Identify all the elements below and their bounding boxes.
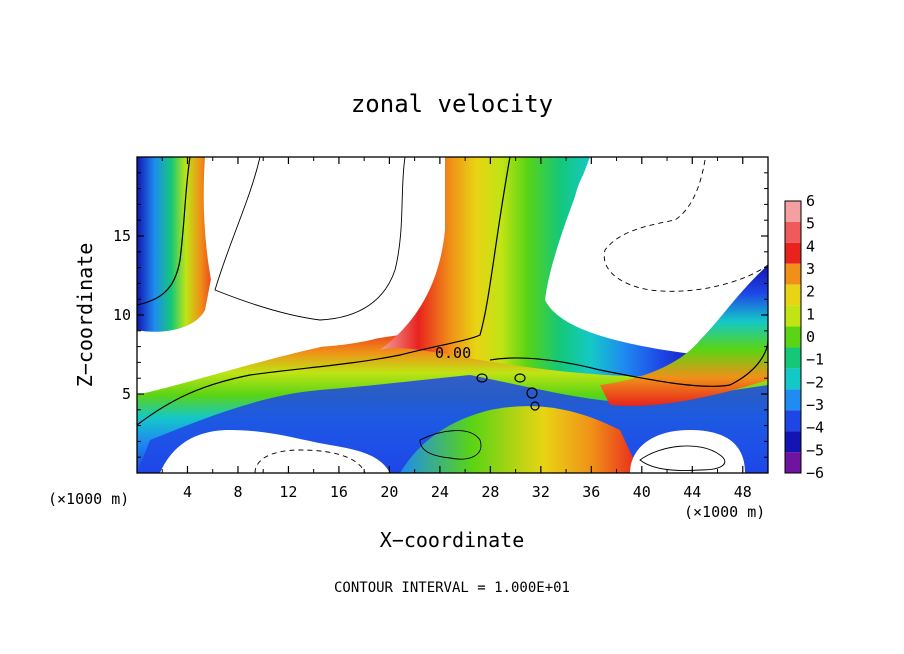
central-plume-region: [380, 157, 700, 377]
bottom-mixed-region: [400, 406, 640, 473]
colorbar-swatch: [785, 410, 801, 432]
colorbar-swatch: [785, 305, 801, 327]
colorbar-swatch: [785, 284, 801, 306]
contour-small-loop-1: [514, 373, 526, 383]
colorbar-label: 1: [806, 305, 815, 323]
y-axis-label: Z−coordinate: [73, 243, 97, 388]
colorbar-label: 2: [806, 283, 815, 301]
colorbar-label: −2: [806, 373, 824, 391]
colorbar-swatch: [785, 389, 801, 411]
x-tick-label: 40: [633, 483, 651, 501]
filled-field: [137, 157, 768, 473]
colorbar-label: −3: [806, 396, 824, 414]
contour-lower-mid: [419, 430, 482, 460]
contour-lower-dashed: [254, 449, 366, 473]
colorbar-label: 0: [806, 328, 815, 346]
right-band-region: [600, 265, 768, 406]
zero-contour-left: [137, 157, 511, 426]
right-white-region: [572, 157, 768, 311]
x-tick-label: 12: [279, 483, 297, 501]
x-tick-label: 20: [380, 483, 398, 501]
colorbar-label: −1: [806, 351, 824, 369]
x-tick-label: 32: [532, 483, 550, 501]
lower-right-white-region: [630, 430, 745, 473]
contour-lower-right: [639, 445, 726, 471]
colorbar-label: −4: [806, 419, 824, 437]
zero-contour-upper-left: [137, 157, 191, 306]
x-tick-label: 4: [183, 483, 192, 501]
y-tick-label: 15: [113, 227, 131, 245]
left-white-blob: [137, 333, 179, 370]
contour-small-loop-4: [476, 373, 488, 383]
x-tick-label: 28: [481, 483, 499, 501]
x-tick-label: 48: [734, 483, 752, 501]
y-tick-label: 10: [113, 306, 131, 324]
colorbar-swatch: [785, 263, 801, 285]
colorbar-label: 3: [806, 260, 815, 278]
contour-interval-note: CONTOUR INTERVAL = 1.000E+01: [334, 580, 570, 596]
colorbar-swatch: [785, 221, 801, 243]
colorbar-swatch: [785, 242, 801, 264]
contour-small-loop-2: [526, 387, 538, 399]
chart-title: zonal velocity: [351, 90, 553, 118]
colorbar: 6 5 4 3 2 1 0 −1 −2 −3 −4 −5 −6: [784, 192, 824, 482]
x-tick-label: 44: [683, 483, 701, 501]
colorbar-swatch: [785, 326, 801, 348]
colorbar-frame: [784, 200, 802, 474]
lower-left-white-region: [160, 430, 390, 473]
y-tick-label: 5: [122, 385, 131, 403]
colorbar-label: 6: [806, 192, 815, 210]
x-tick-label: 24: [431, 483, 449, 501]
x-axis-label: X−coordinate: [380, 528, 525, 552]
x-unit-right: (×1000 m): [684, 503, 765, 521]
x-unit-left: (×1000 m): [48, 490, 129, 508]
contour-upper-white: [214, 157, 406, 321]
colorbar-label: −6: [806, 464, 824, 482]
x-tick-label: 8: [233, 483, 242, 501]
contour-lines: [137, 157, 768, 473]
colorbar-label: 5: [806, 215, 815, 233]
colorbar-swatch: [785, 431, 801, 453]
x-axis-ticks: 4 8 12 16 20 24 28 32 36 40 44 48: [161, 157, 752, 501]
colorbar-label: −5: [806, 441, 824, 459]
y-axis-ticks: 5 10 15: [113, 172, 768, 458]
colorbar-swatch: [785, 368, 801, 390]
zero-contour-right: [489, 339, 768, 387]
colorbar-swatch: [785, 201, 801, 222]
x-tick-label: 16: [330, 483, 348, 501]
colorbar-label: 4: [806, 237, 815, 255]
contour-small-loop-3: [530, 401, 540, 411]
upper-white-region: [203, 157, 440, 348]
x-tick-label: 36: [582, 483, 600, 501]
contour-label: 0.00: [435, 344, 471, 362]
colorbar-swatch: [785, 347, 801, 369]
contour-right-dashed: [603, 159, 768, 292]
colorbar-swatch: [785, 452, 801, 473]
